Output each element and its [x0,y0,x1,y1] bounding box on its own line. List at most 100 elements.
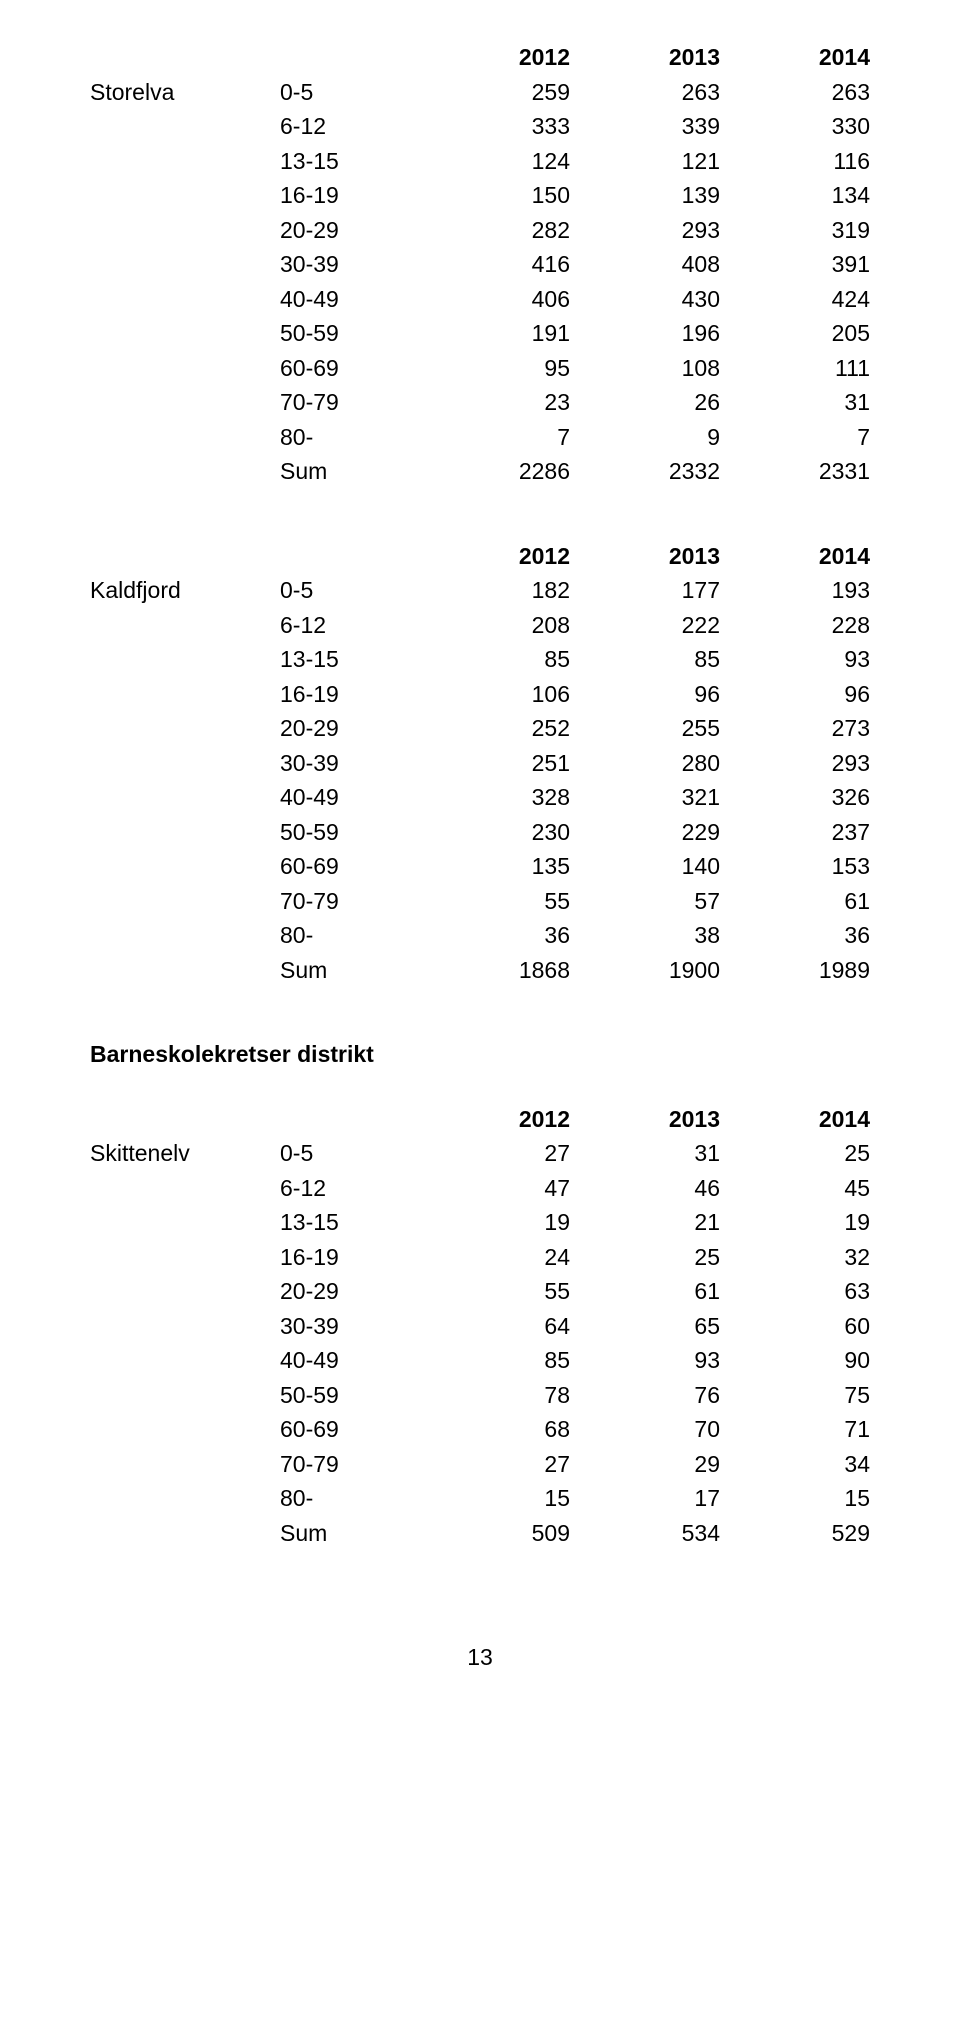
table-row: 16-19150139134 [90,178,870,213]
value-cell: 134 [720,178,870,213]
value-cell: 282 [420,213,570,248]
age-cell: 16-19 [270,178,420,213]
table-row: 40-49406430424 [90,282,870,317]
age-cell: 0-5 [270,1136,420,1171]
value-cell: 21 [570,1205,720,1240]
age-cell: 50-59 [270,1378,420,1413]
year-header: 2012 [420,40,570,75]
value-cell: 263 [720,75,870,110]
value-cell: 85 [420,642,570,677]
value-cell: 32 [720,1240,870,1275]
table-row: 40-49328321326 [90,780,870,815]
value-cell: 96 [720,677,870,712]
value-cell: 293 [570,213,720,248]
value-cell: 177 [570,573,720,608]
value-cell: 116 [720,144,870,179]
age-cell: 6-12 [270,608,420,643]
age-cell: 0-5 [270,75,420,110]
value-cell: 78 [420,1378,570,1413]
value-cell: 196 [570,316,720,351]
row-label: Storelva [90,75,270,110]
value-cell: 153 [720,849,870,884]
table-row: 70-79555761 [90,884,870,919]
value-cell: 1989 [720,953,870,988]
value-cell: 509 [420,1516,570,1551]
table-row: Kaldfjord0-5182177193 [90,573,870,608]
value-cell: 150 [420,178,570,213]
age-cell: 70-79 [270,884,420,919]
value-cell: 36 [420,918,570,953]
value-cell: 70 [570,1412,720,1447]
value-cell: 85 [420,1343,570,1378]
value-cell: 182 [420,573,570,608]
data-table-storelva: 2012 2013 2014 Storelva0-52592632636-123… [90,40,870,489]
table-row: 70-79232631 [90,385,870,420]
value-cell: 2332 [570,454,720,489]
value-cell: 2286 [420,454,570,489]
page-number: 13 [90,1640,870,1675]
table-row: 50-59230229237 [90,815,870,850]
value-cell: 61 [720,884,870,919]
section-title: Barneskolekretser distrikt [90,1037,870,1072]
row-label: Skittenelv [90,1136,270,1171]
value-cell: 430 [570,282,720,317]
table-row: 30-39416408391 [90,247,870,282]
value-cell: 139 [570,178,720,213]
value-cell: 61 [570,1274,720,1309]
age-cell: 60-69 [270,351,420,386]
age-cell: 60-69 [270,1412,420,1447]
value-cell: 106 [420,677,570,712]
table-row: 20-29556163 [90,1274,870,1309]
data-table-skittenelv: 2012 2013 2014 Skittenelv0-52731256-1247… [90,1102,870,1551]
age-cell: 30-39 [270,247,420,282]
value-cell: 93 [570,1343,720,1378]
age-cell: 70-79 [270,385,420,420]
value-cell: 293 [720,746,870,781]
value-cell: 46 [570,1171,720,1206]
value-cell: 328 [420,780,570,815]
value-cell: 333 [420,109,570,144]
value-cell: 228 [720,608,870,643]
table-row: 16-191069696 [90,677,870,712]
value-cell: 1900 [570,953,720,988]
value-cell: 76 [570,1378,720,1413]
value-cell: 408 [570,247,720,282]
table-row: Sum186819001989 [90,953,870,988]
value-cell: 140 [570,849,720,884]
year-header: 2012 [420,1102,570,1137]
value-cell: 9 [570,420,720,455]
age-cell: 30-39 [270,1309,420,1344]
table-row: 13-15124121116 [90,144,870,179]
age-cell: 80- [270,420,420,455]
value-cell: 63 [720,1274,870,1309]
value-cell: 121 [570,144,720,179]
age-cell: 40-49 [270,780,420,815]
year-header: 2013 [570,539,720,574]
age-cell: 0-5 [270,573,420,608]
age-cell: Sum [270,1516,420,1551]
value-cell: 193 [720,573,870,608]
table-body: Kaldfjord0-51821771936-1220822222813-158… [90,573,870,987]
value-cell: 17 [570,1481,720,1516]
age-cell: 50-59 [270,815,420,850]
value-cell: 31 [570,1136,720,1171]
age-cell: 70-79 [270,1447,420,1482]
value-cell: 31 [720,385,870,420]
table-row: 20-29252255273 [90,711,870,746]
value-cell: 15 [720,1481,870,1516]
value-cell: 416 [420,247,570,282]
value-cell: 326 [720,780,870,815]
table-row: 80-363836 [90,918,870,953]
age-cell: Sum [270,454,420,489]
table-row: 30-39646560 [90,1309,870,1344]
table-header-row: 2012 2013 2014 [90,1102,870,1137]
value-cell: 391 [720,247,870,282]
value-cell: 529 [720,1516,870,1551]
value-cell: 229 [570,815,720,850]
value-cell: 251 [420,746,570,781]
age-cell: 20-29 [270,213,420,248]
table-row: 30-39251280293 [90,746,870,781]
table-row: 20-29282293319 [90,213,870,248]
age-cell: 80- [270,918,420,953]
value-cell: 208 [420,608,570,643]
